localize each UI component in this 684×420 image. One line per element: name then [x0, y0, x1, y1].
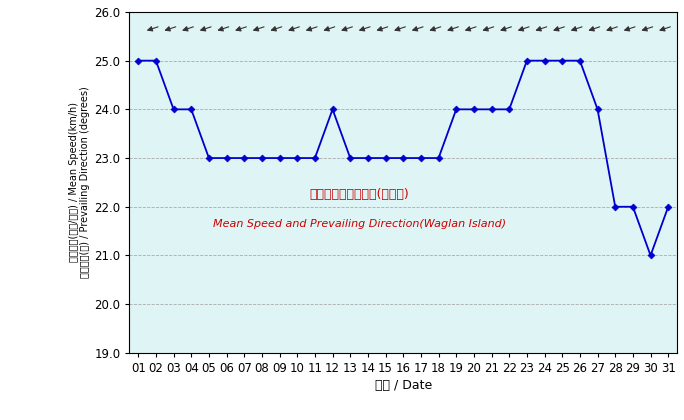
- Text: Mean Speed and Prevailing Direction(Waglan Island): Mean Speed and Prevailing Direction(Wagl…: [213, 219, 505, 229]
- Y-axis label: 平均風速(公里/小時) / Mean Speed(km/h)
盛行風向(度) / Prevailing Direction (degrees): 平均風速(公里/小時) / Mean Speed(km/h) 盛行風向(度) /…: [68, 87, 90, 278]
- X-axis label: 日期 / Date: 日期 / Date: [375, 379, 432, 392]
- Text: 平均風速及盛行風向(橫瀏島): 平均風速及盛行風向(橫瀏島): [309, 188, 409, 201]
